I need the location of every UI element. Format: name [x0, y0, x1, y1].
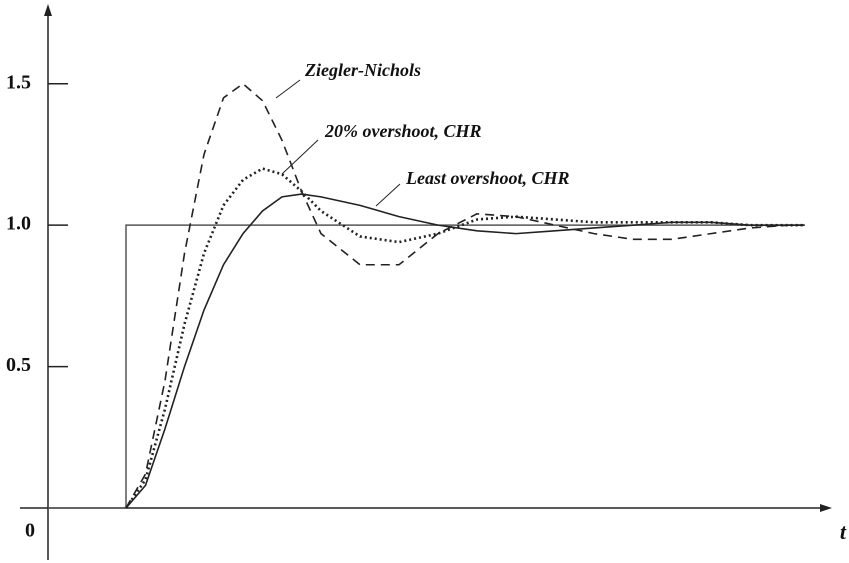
chart: t Ziegler-Nichols 20% overshoot, CHR Lea… [0, 0, 849, 563]
y-tick-label: 1.5 [6, 71, 31, 93]
y-tick-label: 0 [25, 520, 35, 542]
leader [276, 80, 300, 98]
series-line [126, 84, 805, 508]
y-tick-label: 1.0 [6, 213, 31, 235]
annotation: Least overshoot, CHR [405, 168, 570, 188]
x-axis-arrow [820, 504, 832, 512]
leader [376, 184, 400, 206]
series-line [126, 194, 805, 508]
y-tick-label: 0.5 [6, 354, 31, 376]
annotation: 20% overshoot, CHR [324, 121, 482, 141]
annotation: Ziegler-Nichols [304, 60, 421, 80]
y-axis-arrow [44, 4, 52, 16]
x-axis-label: t [840, 519, 847, 544]
reference-step [48, 225, 805, 508]
leader [282, 140, 318, 174]
